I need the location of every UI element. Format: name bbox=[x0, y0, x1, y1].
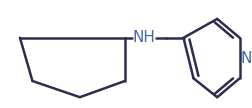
Text: NH: NH bbox=[132, 30, 154, 45]
Text: N: N bbox=[240, 51, 251, 66]
